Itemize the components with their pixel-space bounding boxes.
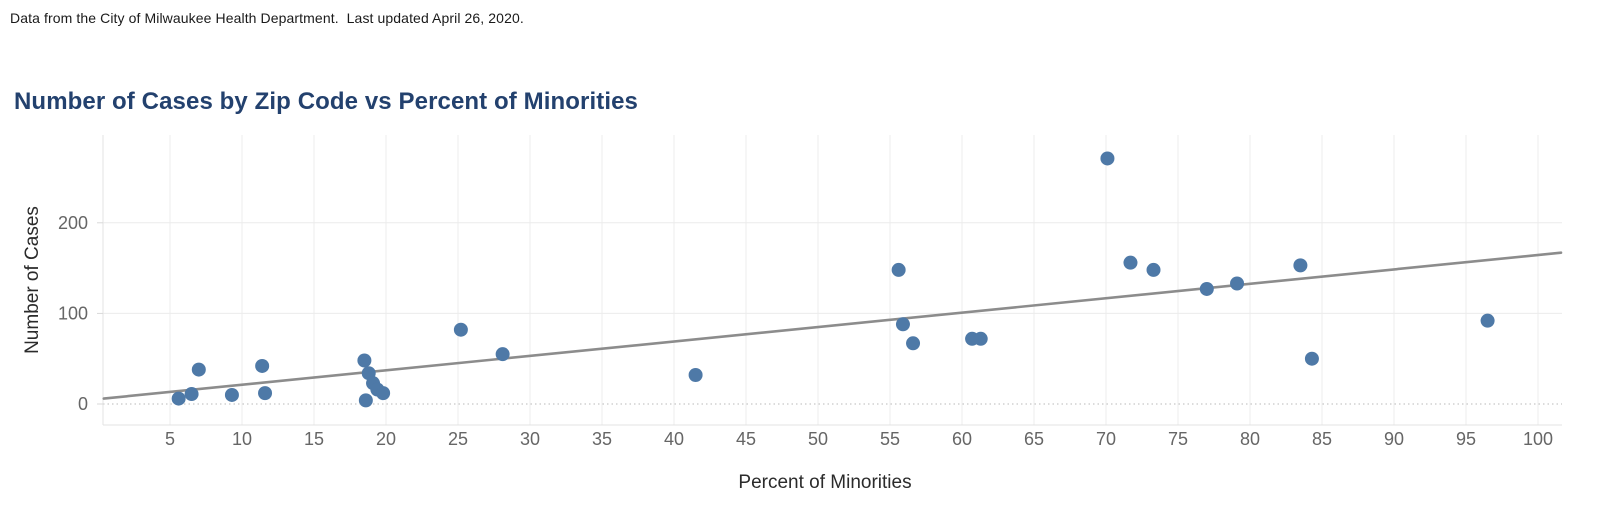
data-point[interactable]	[1100, 151, 1115, 166]
y-tick-label: 100	[58, 303, 88, 323]
data-point[interactable]	[358, 393, 373, 408]
data-point[interactable]	[184, 387, 199, 402]
data-point[interactable]	[255, 358, 270, 373]
x-tick-label: 85	[1312, 429, 1332, 449]
data-point[interactable]	[906, 336, 921, 351]
x-tick-label: 75	[1168, 429, 1188, 449]
trend-line	[102, 251, 1563, 400]
data-point[interactable]	[258, 386, 273, 401]
data-point[interactable]	[453, 322, 468, 337]
data-point[interactable]	[171, 391, 186, 406]
x-tick-label: 45	[736, 429, 756, 449]
data-point[interactable]	[191, 362, 206, 377]
x-tick-label: 20	[376, 429, 396, 449]
x-tick-label: 35	[592, 429, 612, 449]
x-tick-label: 100	[1523, 429, 1553, 449]
x-tick-label: 25	[448, 429, 468, 449]
data-source-note: Data from the City of Milwaukee Health D…	[10, 10, 524, 26]
data-point[interactable]	[1293, 258, 1308, 273]
data-point[interactable]	[495, 347, 510, 362]
x-axis-title: Percent of Minorities	[738, 472, 911, 493]
data-point[interactable]	[688, 368, 703, 383]
data-point[interactable]	[891, 262, 906, 277]
x-tick-label: 65	[1024, 429, 1044, 449]
x-tick-label: 15	[304, 429, 324, 449]
data-point[interactable]	[1304, 351, 1319, 366]
x-tick-label: 70	[1096, 429, 1116, 449]
x-tick-label: 95	[1456, 429, 1476, 449]
data-point[interactable]	[1230, 276, 1245, 291]
chart-title: Number of Cases by Zip Code vs Percent o…	[14, 88, 638, 115]
data-point[interactable]	[1123, 255, 1138, 270]
data-point[interactable]	[1146, 262, 1161, 277]
data-point[interactable]	[973, 331, 988, 346]
x-tick-label: 55	[880, 429, 900, 449]
data-point[interactable]	[1199, 281, 1214, 296]
data-point[interactable]	[895, 317, 910, 332]
data-point[interactable]	[357, 353, 372, 368]
data-point[interactable]	[376, 386, 391, 401]
x-tick-label: 5	[165, 429, 175, 449]
data-point[interactable]	[224, 387, 239, 402]
x-tick-label: 60	[952, 429, 972, 449]
y-tick-label: 0	[78, 394, 88, 414]
y-tick-label: 200	[58, 213, 88, 233]
x-tick-label: 30	[520, 429, 540, 449]
data-point[interactable]	[1480, 313, 1495, 328]
x-tick-label: 80	[1240, 429, 1260, 449]
x-tick-label: 40	[664, 429, 684, 449]
x-tick-label: 90	[1384, 429, 1404, 449]
x-tick-label: 50	[808, 429, 828, 449]
y-axis-title: Number of Cases	[22, 206, 43, 354]
x-tick-label: 10	[232, 429, 252, 449]
